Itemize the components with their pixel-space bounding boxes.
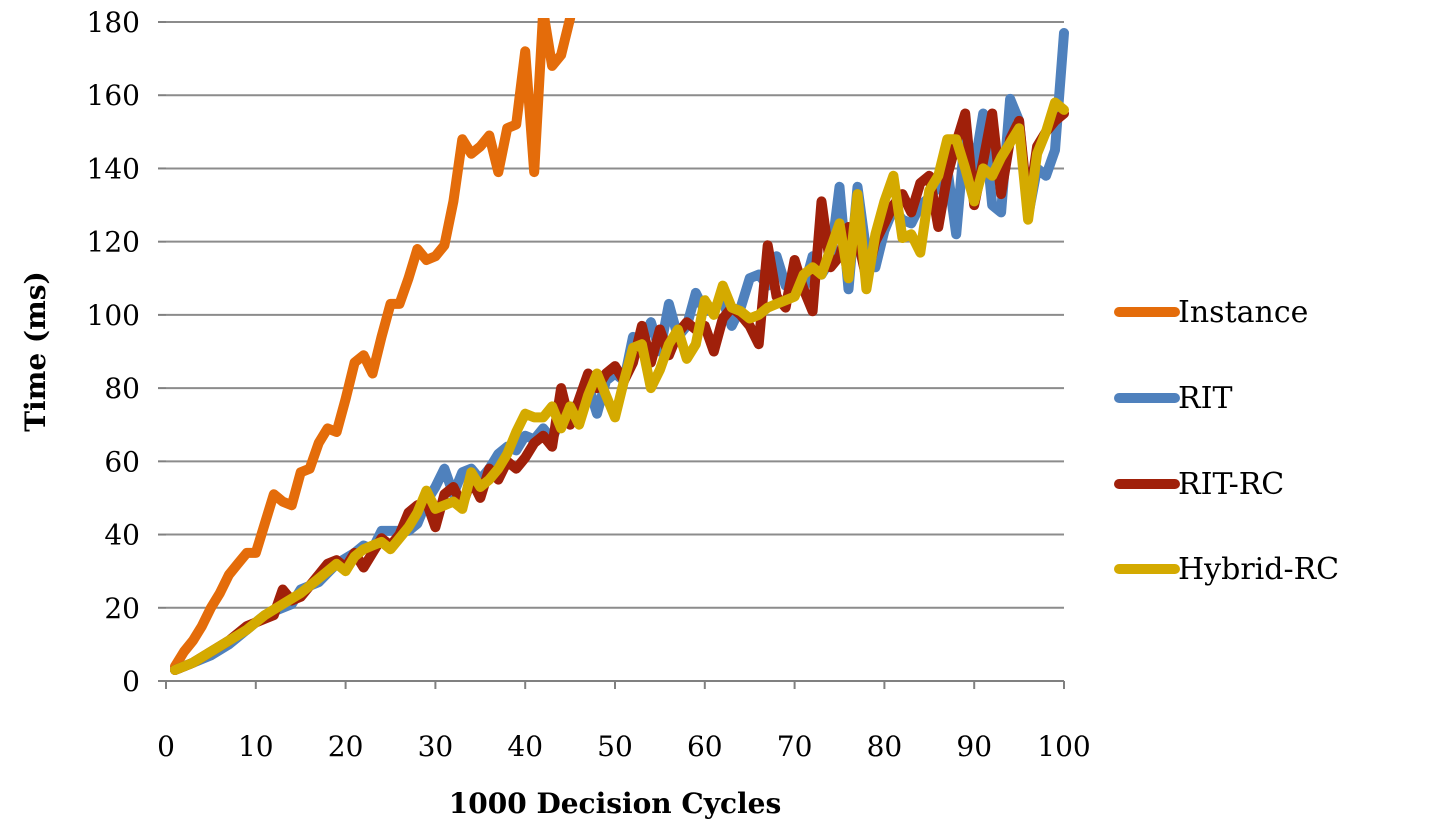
series-lines	[170, 18, 1069, 675]
x-axis-ticks: 0 10 20 30 40 50 60 70 80 90 100	[157, 681, 1091, 763]
y-tick-label-100: 100	[87, 299, 140, 332]
y-tick-label-0: 0	[122, 665, 140, 698]
x-tick-label-90: 90	[956, 730, 992, 763]
x-tick-label-0: 0	[157, 730, 175, 763]
x-tick-label-80: 80	[867, 730, 903, 763]
legend: Instance RIT RIT-RC Hybrid-RC	[1114, 295, 1339, 587]
legend-label-rit: RIT	[1178, 381, 1232, 416]
series-line-rit-rc	[170, 108, 1069, 675]
x-axis-title: 1000 Decision Cycles	[449, 787, 781, 820]
y-axis-title: Time (ms)	[19, 271, 52, 432]
x-tick-label-20: 20	[328, 730, 364, 763]
x-tick-label-40: 40	[507, 730, 543, 763]
x-tick-label-10: 10	[238, 730, 274, 763]
series-line-rit	[170, 28, 1069, 675]
y-tick-label-60: 60	[104, 445, 140, 478]
y-tick-label-140: 140	[87, 152, 140, 185]
series-line-hybrid-rc	[170, 97, 1069, 675]
legend-label-hybrid-rc: Hybrid-RC	[1178, 552, 1339, 587]
y-tick-label-160: 160	[87, 79, 140, 112]
legend-label-instance: Instance	[1178, 295, 1308, 330]
y-axis-ticks: 0 20 40 60 80 100 120 140 160 180	[87, 6, 166, 698]
y-tick-label-20: 20	[104, 592, 140, 625]
x-tick-label-100: 100	[1037, 730, 1090, 763]
x-tick-label-60: 60	[687, 730, 723, 763]
gridlines	[166, 21, 1064, 609]
x-tick-label-50: 50	[597, 730, 633, 763]
y-tick-label-80: 80	[104, 372, 140, 405]
y-tick-label-120: 120	[87, 226, 140, 259]
x-tick-label-70: 70	[777, 730, 813, 763]
y-tick-label-180: 180	[87, 6, 140, 39]
y-tick-label-40: 40	[104, 519, 140, 552]
series-line-instance	[170, 18, 576, 672]
x-tick-label-30: 30	[418, 730, 454, 763]
legend-label-rit-rc: RIT-RC	[1178, 467, 1284, 502]
